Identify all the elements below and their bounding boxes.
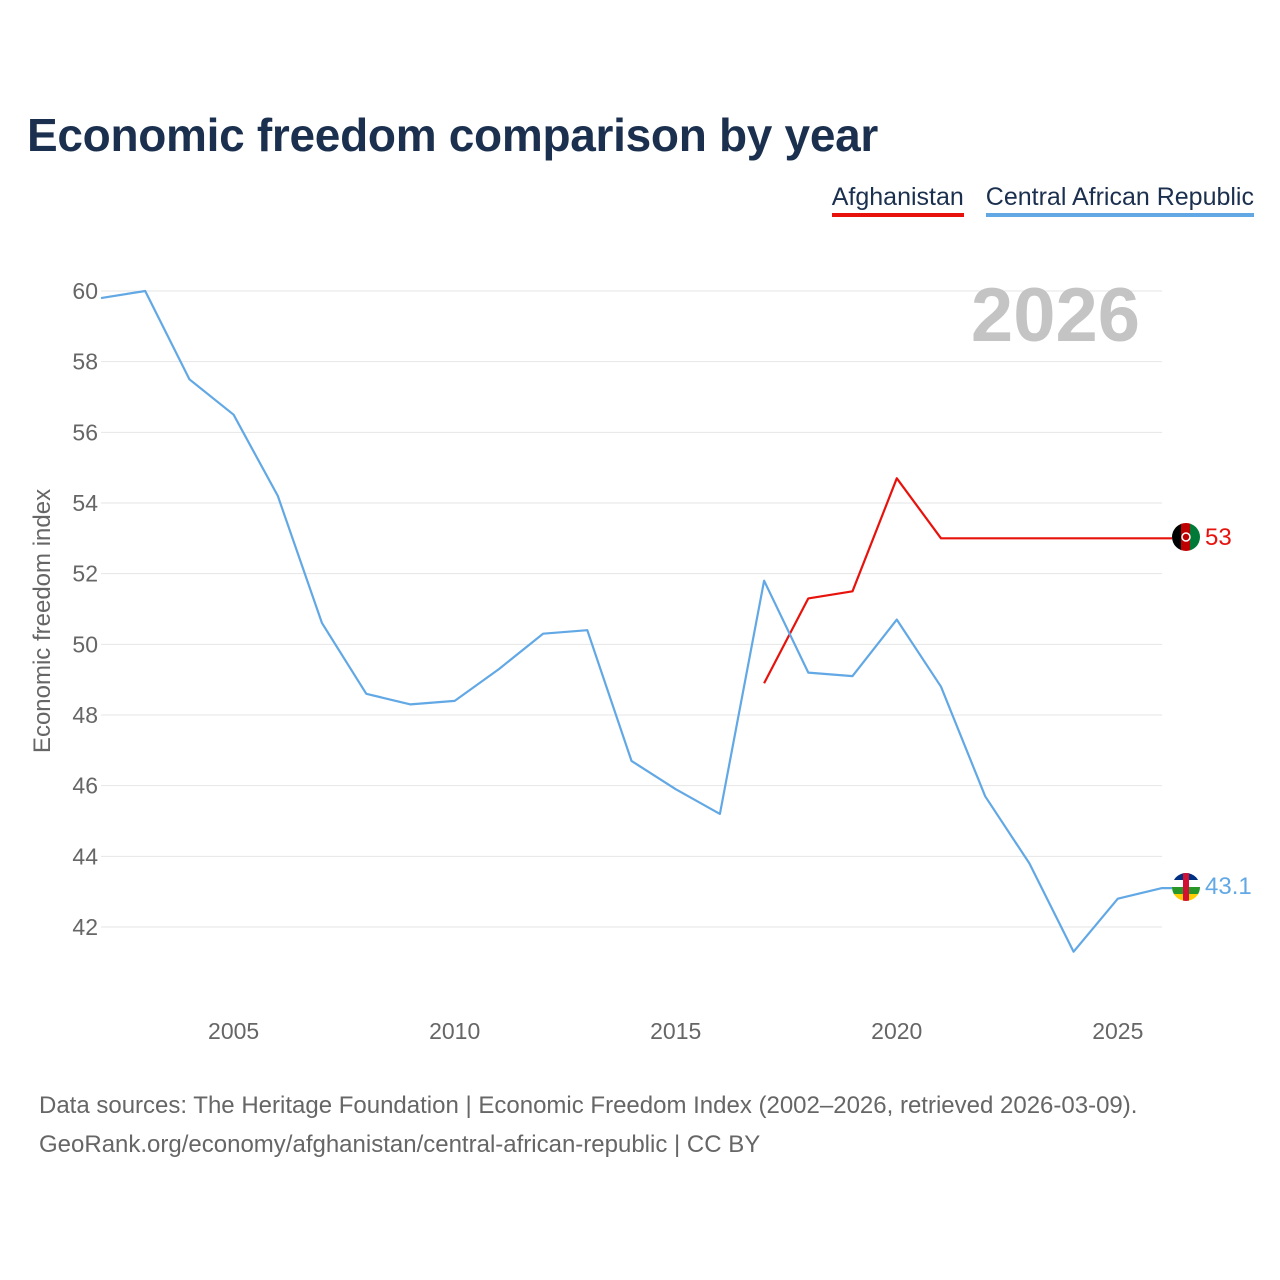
x-tick-label: 2005 — [208, 1018, 259, 1044]
y-tick-label: 50 — [72, 631, 98, 657]
y-axis-ticks: 42 44 46 48 50 52 54 56 58 60 — [72, 278, 98, 940]
legend-item-central-african-republic[interactable]: Central African Republic — [985, 183, 1254, 217]
year-watermark: 2026 — [971, 273, 1140, 358]
end-value-label-afghanistan: 53 — [1205, 524, 1232, 551]
gridlines — [101, 290, 1162, 928]
series-line-central-african-republic[interactable] — [100, 289, 1172, 953]
x-axis-ticks: 2005 2010 2015 2020 2025 — [208, 1018, 1143, 1044]
x-tick-label: 2010 — [429, 1018, 480, 1044]
series-line-afghanistan[interactable] — [763, 477, 1172, 684]
chart-title: Economic freedom comparison by year — [27, 109, 878, 161]
source-line-data: Data sources: The Heritage Foundation | … — [39, 1092, 1138, 1119]
legend-item-afghanistan[interactable]: Afghanistan — [831, 183, 964, 217]
y-tick-label: 54 — [72, 490, 98, 516]
central-african-republic-flag-icon — [1172, 873, 1200, 901]
y-tick-label: 42 — [72, 914, 98, 940]
line-chart: 42 44 46 48 50 52 54 56 58 60 2005 2010 2015 2020 202… — [29, 273, 1252, 1044]
end-value-label-central-african-republic: 43.1 — [1205, 873, 1252, 900]
afghanistan-flag-icon — [1172, 523, 1200, 551]
y-tick-label: 58 — [72, 349, 98, 375]
y-tick-label: 52 — [72, 561, 98, 587]
y-tick-label: 56 — [72, 419, 98, 445]
y-tick-label: 44 — [72, 843, 98, 869]
x-tick-label: 2020 — [871, 1018, 922, 1044]
y-axis-label: Economic freedom index — [29, 489, 56, 753]
y-tick-label: 46 — [72, 773, 98, 799]
source-note: Data sources: The Heritage Foundation | … — [39, 1086, 1137, 1164]
x-tick-label: 2025 — [1092, 1018, 1143, 1044]
y-tick-label: 60 — [72, 278, 98, 304]
source-line-url[interactable]: GeoRank.org/economy/afghanistan/central-… — [39, 1131, 761, 1158]
y-tick-label: 48 — [72, 702, 98, 728]
x-tick-label: 2015 — [650, 1018, 701, 1044]
legend: Afghanistan Central African Republic — [831, 183, 1254, 217]
series-lines — [100, 289, 1172, 953]
